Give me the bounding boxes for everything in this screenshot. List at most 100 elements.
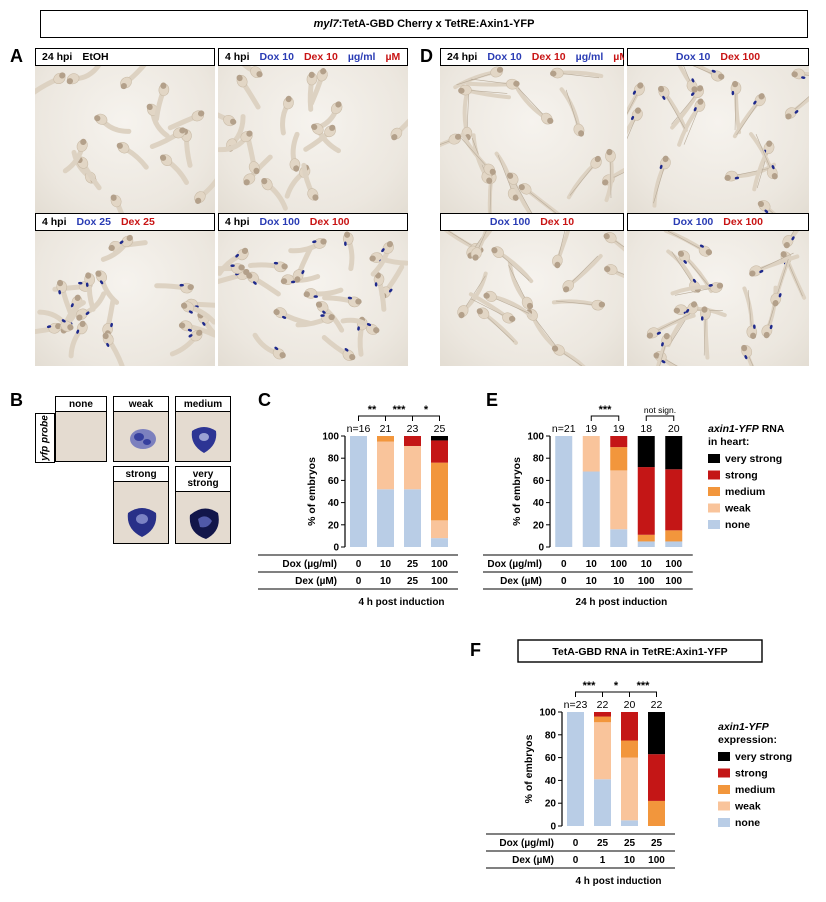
bar-segment-none <box>665 541 683 547</box>
embryo <box>180 301 215 325</box>
legend-swatch <box>718 768 730 778</box>
table-row-label: Dox (µg/ml) <box>282 559 337 570</box>
category-label: weak <box>114 397 168 412</box>
label-part: 4 hpi <box>42 216 67 228</box>
legend-entry: strong <box>735 768 768 780</box>
heart-stain <box>127 508 157 537</box>
table-cell: 10 <box>613 576 625 587</box>
legend-title: axin1-YFP <box>718 721 770 733</box>
photo-label: 4 hpi Dox 100 Dex 100 <box>218 213 408 231</box>
table-cell: 10 <box>380 576 392 587</box>
embryo <box>483 290 533 318</box>
y-tick-label: 20 <box>545 799 557 810</box>
y-tick-label: 100 <box>539 708 556 719</box>
significance-bracket <box>602 691 630 697</box>
bar-segment-very-strong <box>431 436 448 441</box>
legend-swatch <box>708 487 720 496</box>
legend-swatch <box>708 520 720 529</box>
legend-swatch <box>718 785 730 794</box>
legend-entry: weak <box>734 801 761 813</box>
table-cell: 1 <box>600 855 606 866</box>
table-cell: 0 <box>573 838 579 849</box>
significance-bracket <box>629 691 657 697</box>
y-axis-label: % of embryos <box>523 734 535 803</box>
table-row-label: Dox (µg/ml) <box>499 838 554 849</box>
legend-entry: weak <box>724 503 751 515</box>
embryo <box>303 124 336 152</box>
embryo <box>652 155 671 208</box>
embryo <box>37 309 74 332</box>
bar-segment-strong <box>610 436 628 448</box>
embryo <box>732 93 766 139</box>
embryo-photo-d2: Dox 10 Dex 100 <box>627 48 809 213</box>
bar-segment-none <box>567 712 584 826</box>
table-cell: 100 <box>610 559 627 570</box>
bar-segment-medium <box>637 534 655 542</box>
y-tick-label: 80 <box>533 454 545 465</box>
label-part: Dox 10 <box>675 51 711 63</box>
table-row-label: Dex (µM) <box>500 576 542 587</box>
significance-bracket <box>358 415 386 421</box>
embryo <box>236 74 261 110</box>
legend-swatch <box>718 801 730 811</box>
y-tick-label: 40 <box>545 776 557 787</box>
embryo <box>440 133 462 162</box>
embryos-drawing <box>627 48 809 213</box>
bar-segment-weak <box>610 470 628 530</box>
photo-label: 24 hpi Dox 10 Dex 10 µg/ml µM <box>440 48 624 66</box>
table-cell: 0 <box>561 559 567 570</box>
embryo <box>194 172 215 204</box>
embryos-drawing <box>35 58 215 213</box>
embryo <box>700 306 711 360</box>
photo-label: 24 hpi EtOH <box>35 48 215 66</box>
yfp-probe-label: yfp probe <box>35 413 55 463</box>
bar-segment-strong <box>648 754 665 801</box>
embryo <box>56 279 74 319</box>
heart-photo-very-strong: very strong <box>175 466 231 544</box>
bar-segment-weak <box>431 520 448 539</box>
legend-swatch <box>708 503 720 513</box>
y-tick-label: 100 <box>322 432 339 443</box>
legend-title: axin1-YFP RNA <box>708 423 785 435</box>
table-cell: 0 <box>356 559 362 570</box>
bar-segment-weak <box>404 445 421 490</box>
bar-segment-weak <box>582 436 600 472</box>
bar-chart-f: TetA-GBD RNA in TetRE:Axin1-YFP 0 20 40 60 80… <box>486 639 792 887</box>
n-label: 20 <box>624 699 636 711</box>
label-part: µg/ml <box>347 51 376 63</box>
table-cell: 0 <box>573 855 579 866</box>
embryo <box>280 274 321 285</box>
embryo <box>295 312 335 328</box>
bar-segment-medium <box>648 800 665 826</box>
embryo <box>466 78 520 90</box>
category-label: strong <box>114 467 168 482</box>
bar-segment-none <box>377 489 394 547</box>
x-axis-label: 4 h post induction <box>358 597 444 608</box>
embryo <box>94 113 132 134</box>
label-part: Dex 100 <box>309 216 350 228</box>
y-tick-label: 20 <box>328 520 340 531</box>
legend-entry: none <box>725 519 750 531</box>
embryo <box>154 282 194 294</box>
table-cell: 10 <box>586 576 598 587</box>
n-label: n=23 <box>564 699 588 711</box>
panel-letter-b: B <box>10 390 23 410</box>
bar-segment-weak <box>594 722 611 780</box>
y-tick-label: 0 <box>550 822 556 833</box>
bar-segment-weak <box>621 757 638 821</box>
label-part: Dex 10 <box>531 51 566 63</box>
embryo <box>373 272 387 312</box>
n-label: 23 <box>407 423 419 435</box>
embryo <box>559 87 585 137</box>
y-tick-label: 0 <box>538 543 544 554</box>
bar-segment-medium <box>665 530 683 542</box>
embryo <box>604 148 616 203</box>
heart-stain <box>189 508 219 539</box>
n-label: 20 <box>668 423 680 435</box>
label-part: 24 hpi <box>447 51 478 63</box>
embryo <box>770 255 792 307</box>
y-tick-label: 60 <box>545 753 557 764</box>
panel-letter-d: D <box>420 46 433 66</box>
embryo <box>218 130 253 153</box>
